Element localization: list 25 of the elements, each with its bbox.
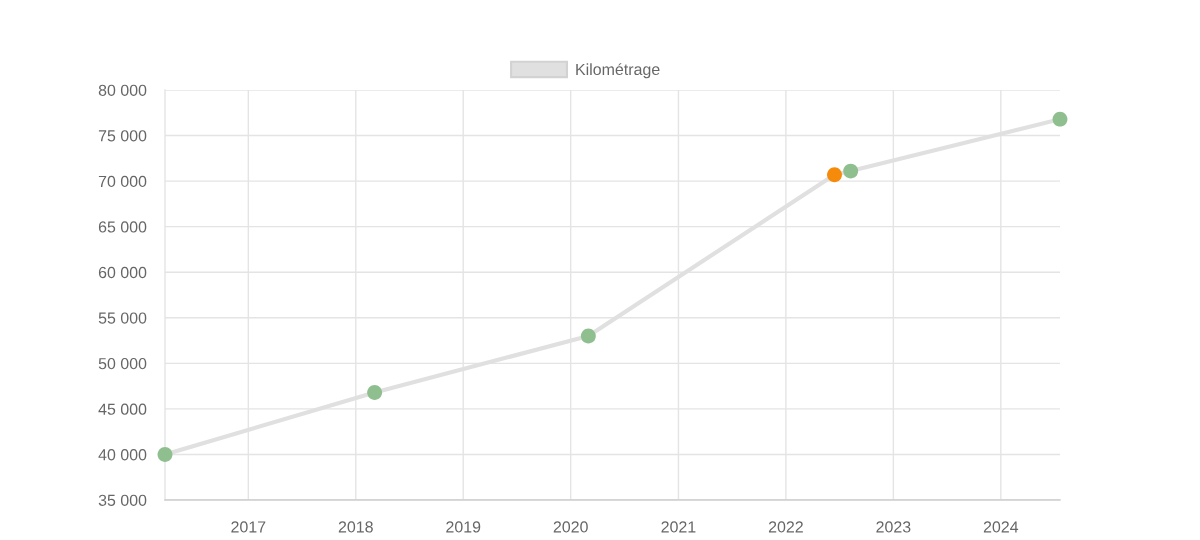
point xyxy=(580,328,596,344)
y-tick-label: 55 000 xyxy=(98,312,147,324)
y-tick-label: 65 000 xyxy=(98,221,147,233)
y-tick-label: 80 000 xyxy=(98,84,147,96)
x-tick-label: 2018 xyxy=(338,521,373,533)
point xyxy=(157,447,173,462)
point xyxy=(367,385,383,400)
y-tick-label: 60 000 xyxy=(98,266,147,279)
x-tick-label: 2021 xyxy=(661,521,696,533)
y-tick-label: 70 000 xyxy=(98,175,147,188)
y-tick-label: 50 000 xyxy=(98,357,147,370)
y-tick-label: 75 000 xyxy=(98,130,147,142)
x-tick-label: 2022 xyxy=(768,521,803,533)
y-tick-label: 40 000 xyxy=(98,449,147,461)
x-tick-label: 2017 xyxy=(231,521,266,533)
point xyxy=(843,163,859,179)
x-tick-label: 2023 xyxy=(876,521,911,533)
point xyxy=(1052,111,1068,127)
y-tick-label: 45 000 xyxy=(98,403,147,415)
x-tick-label: 2019 xyxy=(446,521,481,533)
x-tick-label: 2020 xyxy=(553,521,588,533)
x-tick-label: 2024 xyxy=(983,521,1019,533)
y-tick-label: 35 000 xyxy=(98,494,147,506)
legend-label: Kilométrage xyxy=(576,63,660,79)
point xyxy=(827,167,842,183)
